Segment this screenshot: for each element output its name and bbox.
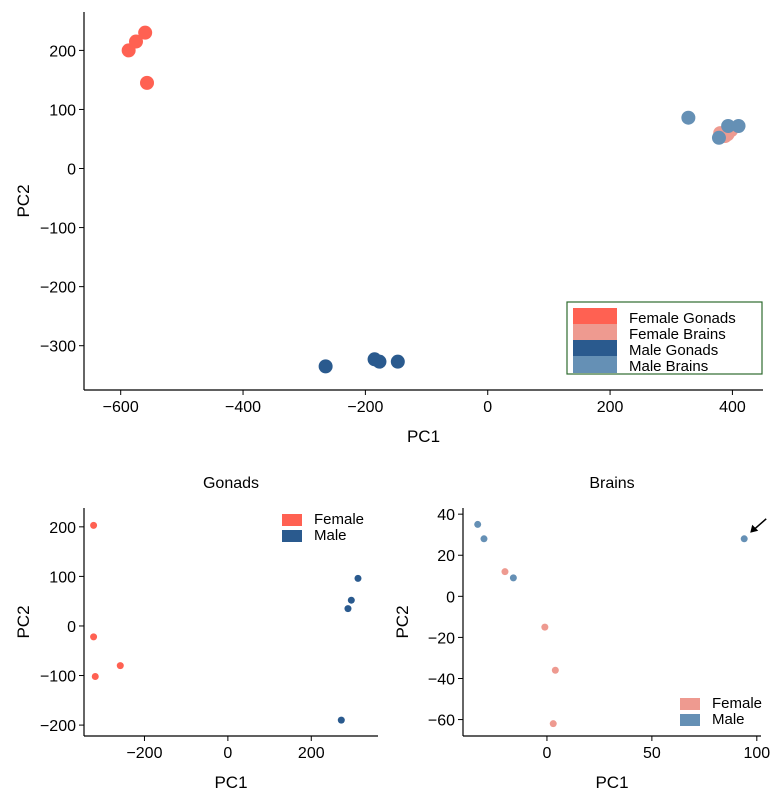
x-tick-label: −600 (103, 399, 139, 416)
data-point (91, 673, 99, 681)
x-tick-label: −200 (126, 745, 162, 762)
legend-swatch (282, 530, 302, 542)
legend-label: Female (712, 695, 762, 712)
data-point (116, 662, 124, 670)
data-point (474, 520, 482, 528)
series-male (337, 574, 362, 724)
data-point (731, 118, 746, 133)
legend-label: Male (712, 711, 745, 728)
data-point (549, 720, 557, 728)
legend-label: Female (314, 511, 364, 528)
x-tick-label: −400 (225, 399, 261, 416)
data-point (372, 354, 387, 369)
x-tick-label: 0 (542, 745, 551, 762)
y-tick-label: 200 (49, 520, 76, 537)
series-female-gonads (121, 25, 155, 90)
series-male (474, 520, 748, 582)
x-tick-label: 400 (719, 399, 746, 416)
arrow-head (750, 524, 759, 533)
legend-swatch (573, 340, 617, 357)
y-tick-label: −60 (428, 713, 455, 730)
y-axis-label: PC2 (14, 605, 33, 638)
x-axis-label: PC1 (407, 427, 440, 446)
chart-gonads: Gonads −200 0 200 −200 −100 0 100 200 PC1 PC2 Femal… (14, 475, 378, 789)
legend-label: Male (314, 527, 347, 544)
data-point (128, 34, 143, 49)
y-tick-label: 20 (437, 548, 455, 565)
legend-swatch (680, 714, 700, 726)
x-tick-label: 0 (483, 399, 492, 416)
legend-swatch (573, 324, 617, 341)
y-axis-label: PC2 (14, 184, 33, 217)
data-point (354, 574, 362, 582)
data-point (509, 574, 517, 582)
data-point (337, 716, 345, 724)
y-tick-label: −100 (40, 669, 76, 686)
x-tick-label: 100 (743, 745, 770, 762)
x-tick-label: 200 (597, 399, 624, 416)
data-point (318, 359, 333, 374)
y-tick-label: 200 (49, 43, 76, 60)
legend-swatch (680, 698, 700, 710)
legend-label: Female Brains (629, 326, 726, 343)
x-tick-label: 50 (643, 745, 661, 762)
y-tick-label: 100 (49, 102, 76, 119)
chart-title: Gonads (203, 475, 259, 492)
y-tick-label: −300 (40, 339, 76, 356)
legend-swatch (573, 356, 617, 373)
y-tick-label: −200 (40, 280, 76, 297)
y-tick-label: −100 (40, 221, 76, 238)
legend-label: Male Brains (629, 358, 708, 375)
data-point (90, 633, 98, 641)
y-tick-label: 0 (67, 619, 76, 636)
data-point (344, 605, 352, 613)
annotation-arrow (750, 518, 767, 533)
legend-swatch (573, 308, 617, 325)
data-point (480, 535, 488, 543)
data-point (681, 110, 696, 125)
x-tick-label: 0 (223, 745, 232, 762)
x-tick-label: −200 (347, 399, 383, 416)
y-tick-label: 0 (446, 589, 455, 606)
series-male-brains (681, 110, 746, 145)
y-tick-label: 40 (437, 507, 455, 524)
legend-label: Female Gonads (629, 310, 736, 327)
y-tick-label: 100 (49, 569, 76, 586)
chart-title: Brains (589, 475, 634, 492)
legend-swatch (282, 514, 302, 526)
y-tick-label: 0 (67, 162, 76, 179)
legend-label: Male Gonads (629, 342, 718, 359)
data-point (90, 521, 98, 529)
data-point (501, 568, 509, 576)
series-female (90, 521, 124, 681)
data-point (347, 596, 355, 604)
data-point (541, 623, 549, 631)
x-tick-label: 200 (298, 745, 325, 762)
series-female (501, 568, 559, 728)
series-male-gonads (318, 352, 405, 374)
data-point (551, 666, 559, 674)
data-point (721, 118, 736, 133)
data-point (390, 354, 405, 369)
data-point (138, 25, 153, 40)
arrow-shaft (753, 518, 767, 530)
y-tick-label: −20 (428, 630, 455, 647)
data-point (140, 75, 155, 90)
chart-brains: Brains 0 50 100 −60 −40 −20 0 20 40 PC1 PC2 FemaleMa… (393, 475, 770, 789)
y-tick-label: −200 (40, 718, 76, 735)
data-point (740, 535, 748, 543)
y-axis-label: PC2 (393, 605, 412, 638)
chart-main: −600 −400 −200 0 200 400 −300 −200 −100 0 100 200 PC… (14, 12, 763, 446)
x-axis-label: PC1 (595, 773, 628, 789)
data-point (711, 130, 726, 145)
x-axis-label: PC1 (214, 773, 247, 789)
y-tick-label: −40 (428, 671, 455, 688)
